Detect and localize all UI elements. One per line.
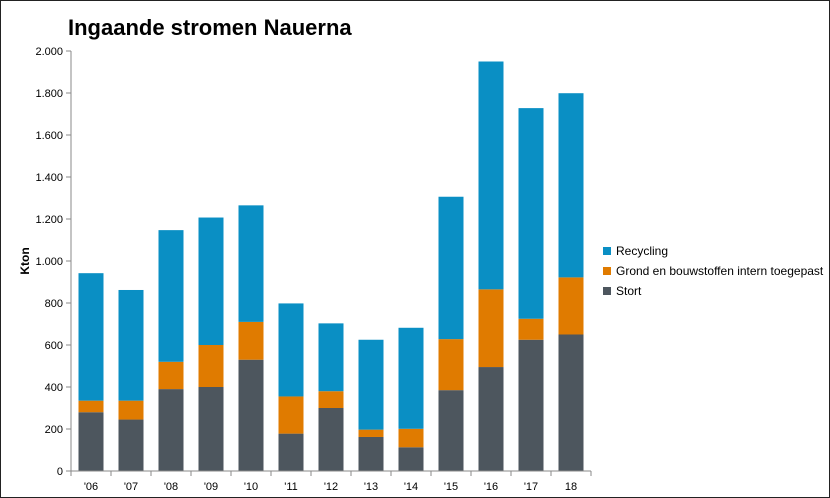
bar-segment-recycling-5 [278, 303, 304, 397]
x-tick-label: '13 [364, 481, 378, 493]
bar-segment-recycling-3 [198, 217, 224, 345]
legend-label: Stort [616, 284, 642, 298]
y-tick-label: 0 [57, 466, 63, 478]
bar-segment-recycling-12 [558, 93, 584, 278]
bar-segment-recycling-2 [158, 230, 184, 362]
bar-segment-grond-en-bouwstoffen-intern-toegepast-4 [238, 321, 264, 360]
y-tick-label: 1.200 [35, 214, 63, 226]
y-tick-label: 1.400 [35, 172, 63, 184]
legend-swatch [603, 287, 611, 295]
x-tick-label: '17 [524, 481, 538, 493]
bar-segment-stort-8 [398, 447, 424, 471]
bar-segment-stort-12 [558, 334, 584, 471]
bar-segment-recycling-1 [118, 289, 144, 401]
x-tick-label: '15 [444, 481, 458, 493]
bar-segment-stort-6 [318, 408, 344, 471]
y-tick-label: 1.000 [35, 256, 63, 268]
legend-swatch [603, 267, 611, 275]
bar-segment-grond-en-bouwstoffen-intern-toegepast-10 [478, 289, 504, 368]
y-tick-label: 400 [45, 382, 63, 394]
bars [78, 61, 584, 471]
legend-item: Recycling [603, 241, 823, 261]
bar-segment-grond-en-bouwstoffen-intern-toegepast-5 [278, 396, 304, 434]
x-tick-label: '16 [484, 481, 498, 493]
bar-segment-recycling-8 [398, 327, 424, 429]
y-tick-label: 800 [45, 298, 63, 310]
x-tick-label: '08 [164, 481, 178, 493]
legend-label: Grond en bouwstoffen intern toegepast [616, 264, 824, 278]
bar-segment-grond-en-bouwstoffen-intern-toegepast-8 [398, 428, 424, 448]
bar-segment-grond-en-bouwstoffen-intern-toegepast-1 [118, 400, 144, 420]
legend-label: Recycling [616, 244, 669, 258]
bar-segment-recycling-9 [438, 196, 464, 340]
bar-segment-grond-en-bouwstoffen-intern-toegepast-3 [198, 345, 224, 387]
bar-segment-stort-1 [118, 419, 144, 471]
x-tick-label: '14 [404, 481, 418, 493]
bar-segment-stort-5 [278, 433, 304, 471]
bar-segment-stort-11 [518, 339, 544, 471]
bar-segment-recycling-11 [518, 108, 544, 319]
x-axis-ticks: '06 '07 '08 '09 '10 '11 '12 '13 '14 '15 '16 '17 18 [70, 471, 592, 493]
bar-segment-recycling-7 [358, 339, 384, 430]
bar-segment-stort-4 [238, 359, 264, 471]
bar-segment-grond-en-bouwstoffen-intern-toegepast-0 [78, 400, 104, 413]
y-axis-title: Kton [18, 247, 32, 274]
bar-segment-recycling-0 [78, 273, 104, 401]
bar-segment-recycling-6 [318, 323, 344, 392]
bar-segment-stort-9 [438, 390, 464, 471]
x-tick-label: '07 [124, 481, 138, 493]
y-tick-label: 1.800 [35, 88, 63, 100]
y-tick-label: 600 [45, 340, 63, 352]
bar-segment-grond-en-bouwstoffen-intern-toegepast-6 [318, 391, 344, 408]
bar-segment-stort-10 [478, 367, 504, 471]
legend: Recycling Grond en bouwstoffen intern toe… [603, 241, 823, 301]
legend-item: Stort [603, 281, 823, 301]
bar-segment-recycling-10 [478, 61, 504, 290]
bar-segment-grond-en-bouwstoffen-intern-toegepast-12 [558, 277, 584, 335]
bar-segment-stort-3 [198, 387, 224, 471]
bar-segment-stort-2 [158, 389, 184, 471]
legend-item: Grond en bouwstoffen intern toegepast [603, 261, 823, 281]
legend-swatch [603, 247, 611, 255]
x-tick-label: '12 [324, 481, 338, 493]
bar-segment-grond-en-bouwstoffen-intern-toegepast-7 [358, 429, 384, 437]
x-tick-label: '09 [204, 481, 218, 493]
bar-segment-grond-en-bouwstoffen-intern-toegepast-9 [438, 339, 464, 391]
y-tick-label: 200 [45, 424, 63, 436]
x-tick-label: '10 [244, 481, 258, 493]
x-tick-label: 18 [565, 481, 577, 493]
y-tick-label: 2.000 [35, 46, 63, 58]
x-tick-label: '06 [84, 481, 98, 493]
bar-segment-grond-en-bouwstoffen-intern-toegepast-2 [158, 361, 184, 390]
bar-segment-grond-en-bouwstoffen-intern-toegepast-11 [518, 318, 544, 340]
y-axis-ticks: 0 200 400 600 800 1.000 1.200 1.400 1.600 1.800 2.… [35, 46, 71, 478]
bar-segment-stort-7 [358, 436, 384, 471]
bar-segment-stort-0 [78, 412, 104, 471]
x-tick-label: '11 [284, 481, 298, 493]
chart-title: Ingaande stromen Nauerna [68, 15, 352, 40]
y-tick-label: 1.600 [35, 130, 63, 142]
bar-segment-recycling-4 [238, 205, 264, 322]
